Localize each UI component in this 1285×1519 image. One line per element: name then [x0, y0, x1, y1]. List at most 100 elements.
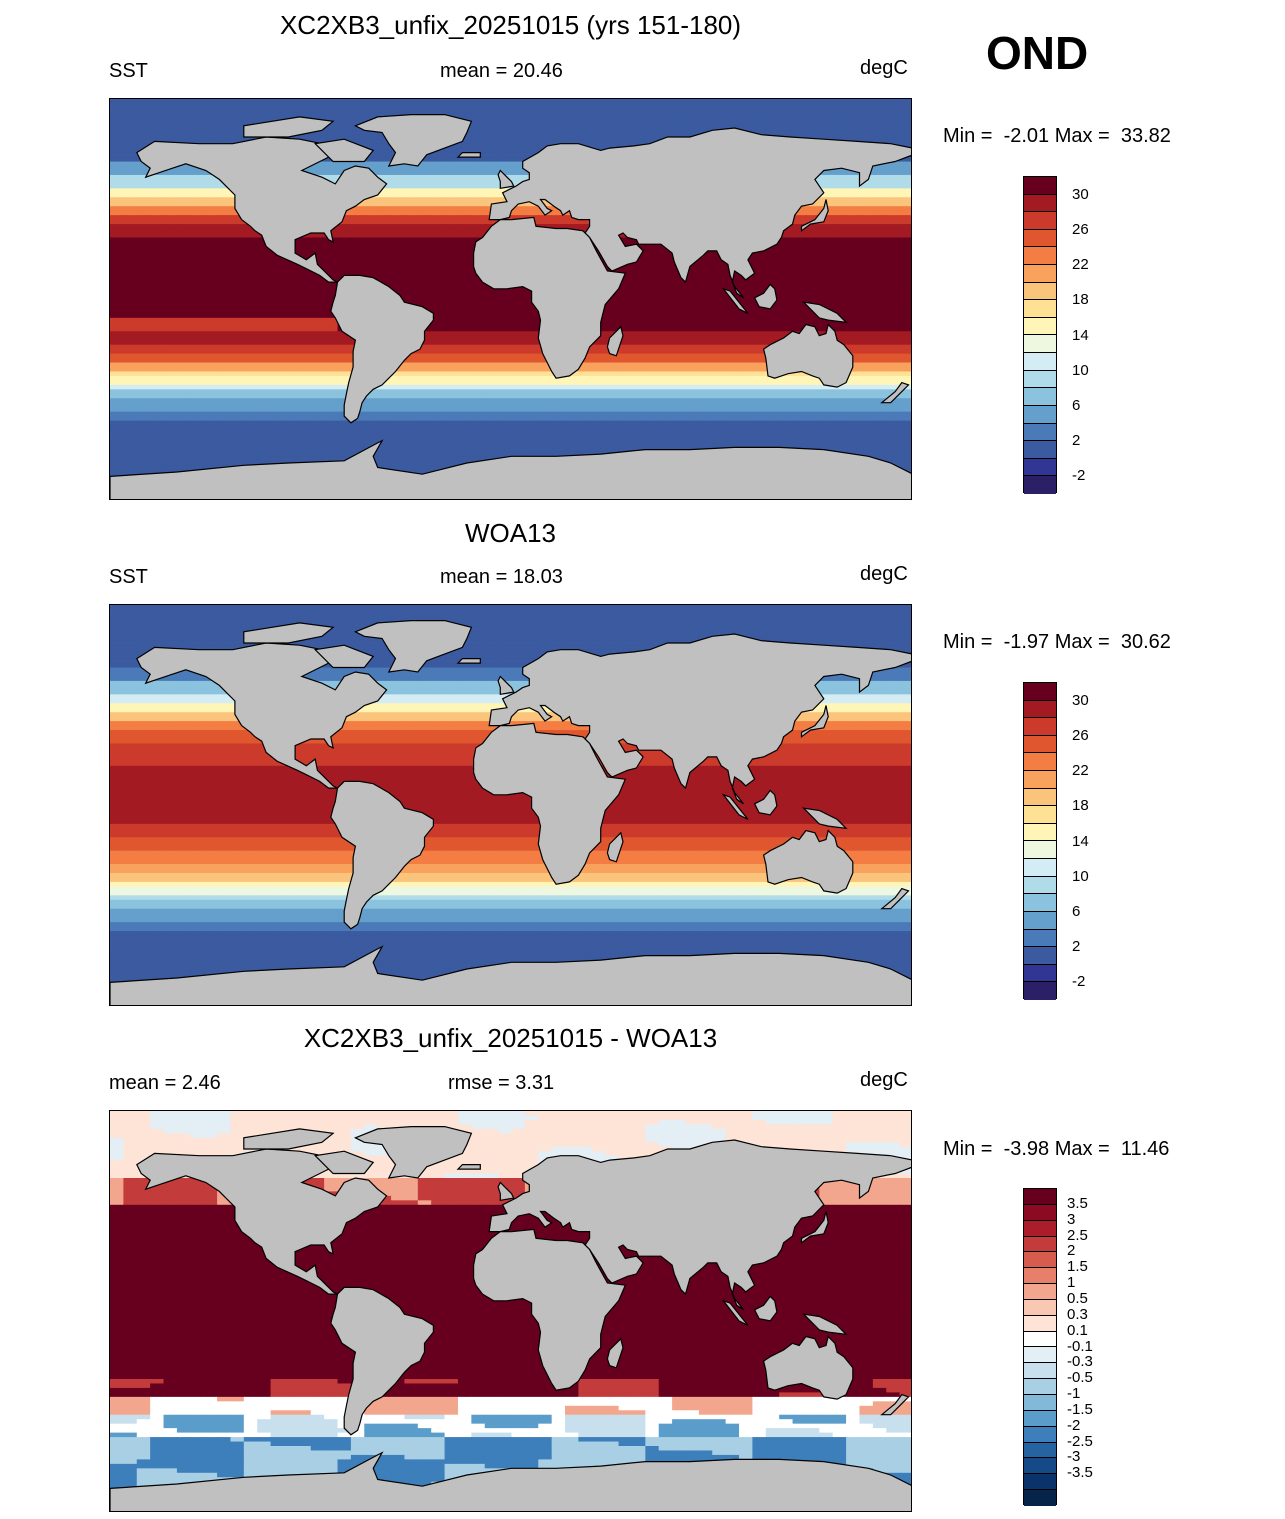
field-cell [324, 389, 339, 395]
field-cell [217, 340, 232, 346]
field-cell [404, 228, 419, 234]
field-cell [364, 398, 379, 404]
field-cell [203, 429, 218, 435]
field-cell [551, 210, 566, 216]
field-cell [899, 215, 911, 221]
field-cell [792, 107, 807, 113]
field-cell [136, 429, 151, 435]
field-cell [578, 442, 593, 448]
field-cell [431, 241, 446, 247]
field-cell [123, 174, 138, 180]
field-cell [243, 375, 258, 381]
field-cell [230, 121, 245, 127]
field-cell [819, 192, 834, 198]
field-cell [431, 402, 446, 408]
field-cell [846, 197, 861, 203]
field-cell [217, 121, 232, 127]
field-cell [725, 112, 740, 118]
field-cell [377, 224, 392, 230]
field-cell [832, 125, 847, 131]
field-cell [471, 429, 486, 435]
field-cell [203, 442, 218, 448]
field-cell [350, 250, 365, 256]
field-cell [150, 224, 165, 230]
field-cell [672, 349, 687, 355]
field-cell [698, 308, 713, 314]
field-cell [672, 344, 687, 350]
field-cell [230, 340, 245, 346]
field-cell [792, 250, 807, 256]
field-cell [190, 237, 205, 243]
field-cell [685, 308, 700, 314]
field-cell [337, 362, 352, 368]
field-cell [337, 215, 352, 221]
field-cell [404, 246, 419, 252]
field-cell [886, 349, 901, 355]
field-cell [832, 429, 847, 435]
field-cell [645, 407, 660, 413]
field-cell [618, 429, 633, 435]
field-cell [457, 429, 472, 435]
field-cell [725, 398, 740, 404]
field-cell [672, 335, 687, 341]
field-cell [176, 407, 191, 413]
field-cell [846, 201, 861, 207]
field-cell [457, 174, 472, 180]
field-cell [324, 166, 339, 172]
field-cell [444, 237, 459, 243]
field-cell [377, 139, 392, 145]
field-cell [471, 353, 486, 359]
field-cell [832, 304, 847, 310]
field-cell [431, 451, 446, 457]
field-cell [739, 326, 753, 332]
field-cell [136, 250, 151, 256]
field-cell [283, 429, 298, 435]
field-cell [524, 335, 539, 341]
field-cell [605, 331, 620, 337]
field-cell [605, 429, 620, 435]
field-cell [457, 434, 472, 440]
field-cell [324, 295, 339, 301]
field-cell [391, 380, 406, 386]
field-cell [471, 112, 486, 118]
field-cell [511, 317, 526, 323]
field-cell [524, 407, 539, 413]
field-cell [136, 375, 151, 381]
field-cell [257, 282, 272, 288]
field-cell [257, 425, 272, 431]
field-cell [110, 349, 124, 355]
field-cell [190, 331, 205, 337]
field-cell [150, 206, 165, 212]
field-cell [176, 197, 191, 203]
field-cell [150, 326, 165, 332]
field-cell [391, 402, 406, 408]
field-cell [444, 362, 459, 368]
field-cell [110, 107, 124, 113]
field-cell [391, 393, 406, 399]
field-cell [337, 393, 352, 399]
field-cell [846, 340, 861, 346]
field-cell [150, 99, 165, 105]
field-cell [324, 250, 339, 256]
field-cell [605, 389, 620, 395]
field-cell [591, 425, 606, 431]
field-cell [551, 407, 566, 413]
field-cell [377, 398, 392, 404]
field-cell [846, 215, 861, 221]
field-cell [538, 434, 553, 440]
field-cell [417, 215, 432, 221]
field-cell [578, 112, 593, 118]
field-cell [819, 295, 834, 301]
field-cell [631, 425, 646, 431]
field-cell [310, 170, 325, 176]
field-cell [243, 286, 258, 292]
field-cell [846, 255, 861, 261]
field-cell [431, 340, 446, 346]
field-cell [110, 384, 124, 390]
field-cell [805, 241, 820, 247]
field-cell [672, 99, 687, 105]
field-cell [698, 304, 713, 310]
field-cell [364, 224, 379, 230]
field-cell [457, 317, 472, 323]
field-cell [417, 183, 432, 189]
